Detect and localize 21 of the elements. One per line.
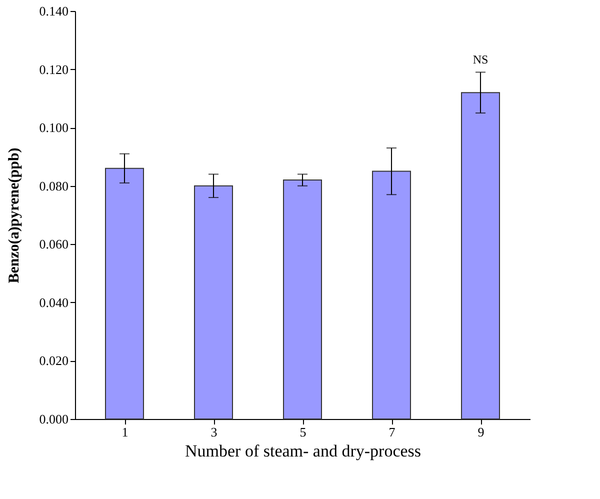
bar	[461, 92, 500, 420]
x-tick-label: 3	[210, 424, 218, 440]
x-tick-label: 5	[300, 424, 306, 440]
y-tick-label: 0.080	[39, 178, 68, 194]
x-tick-label: 1	[122, 424, 128, 440]
bar	[283, 180, 322, 420]
y-tick-label: 0.040	[39, 294, 68, 310]
y-tick-label: 0.060	[39, 236, 68, 252]
y-tick-label: 0.020	[39, 353, 68, 368]
x-tick-label: 9	[478, 424, 484, 440]
bar	[372, 170, 411, 420]
x-tick-label: 7	[388, 424, 396, 440]
x-axis-title: Number of steam- and dry-process	[184, 442, 422, 460]
y-tick-label: 0.000	[39, 412, 68, 426]
annotation: NS	[472, 52, 488, 66]
y-tick-label: 0.100	[39, 120, 68, 136]
bar	[105, 168, 144, 420]
y-tick-label: 0.140	[39, 4, 68, 18]
y-axis-title: Benzo(a)pyrene(ppb)	[6, 148, 22, 284]
bar	[194, 185, 233, 420]
y-tick-label: 0.120	[39, 62, 68, 77]
